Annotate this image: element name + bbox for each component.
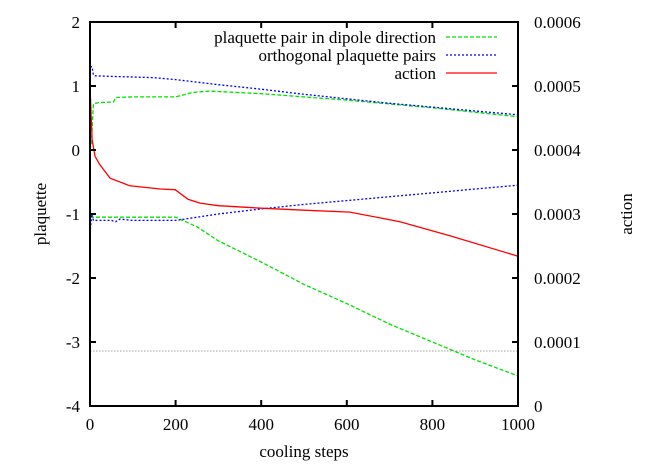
x-tick-label: 400 — [248, 415, 274, 434]
y-axis-label: plaquette — [31, 183, 50, 245]
y2-tick-label: 0.0001 — [534, 333, 581, 352]
x-tick-label: 600 — [334, 415, 360, 434]
y-tick-label: 0 — [72, 141, 81, 160]
legend-label-orthogonal: orthogonal plaquette pairs — [258, 46, 436, 65]
y2-tick-label: 0.0004 — [534, 141, 581, 160]
y2-tick-label: 0.0006 — [534, 13, 581, 32]
y-tick-label: -2 — [66, 269, 80, 288]
y2-tick-label: 0 — [534, 397, 543, 416]
x-tick-label: 800 — [420, 415, 446, 434]
y-tick-label: 1 — [72, 77, 81, 96]
x-tick-label: 0 — [86, 415, 95, 434]
y-tick-label: -1 — [66, 205, 80, 224]
plot-lines — [89, 66, 519, 377]
legend-label-dipole: plaquette pair in dipole direction — [214, 28, 436, 47]
y2-tick-label: 0.0005 — [534, 77, 581, 96]
x-axis-ticks: 0 200 400 600 800 1000 — [86, 22, 535, 434]
series-line-0-0 — [89, 90, 519, 151]
x-tick-label: 200 — [163, 415, 189, 434]
y-axis-ticks: 2 1 0 -1 -2 -3 -4 — [66, 13, 96, 416]
plot-frame — [89, 21, 519, 407]
y-tick-label: -4 — [66, 397, 81, 416]
y2-axis-ticks: 0.0006 0.0005 0.0004 0.0003 0.0002 0.0001 0 — [512, 13, 581, 416]
series-line-1-1 — [89, 184, 519, 234]
legend-label-action: action — [394, 64, 436, 83]
series-line-0-1 — [90, 216, 519, 377]
series-line-1-0 — [90, 66, 519, 116]
y-tick-label: 2 — [72, 13, 81, 32]
y2-tick-label: 0.0002 — [534, 269, 581, 288]
series-line-2-0 — [89, 85, 519, 257]
x-axis-label: cooling steps — [259, 442, 348, 461]
y2-tick-label: 0.0003 — [534, 205, 581, 224]
x-tick-label: 1000 — [501, 415, 535, 434]
y2-axis-label: action — [617, 193, 636, 235]
y-tick-label: -3 — [66, 333, 80, 352]
legend: plaquette pair in dipole direction ortho… — [214, 28, 497, 83]
